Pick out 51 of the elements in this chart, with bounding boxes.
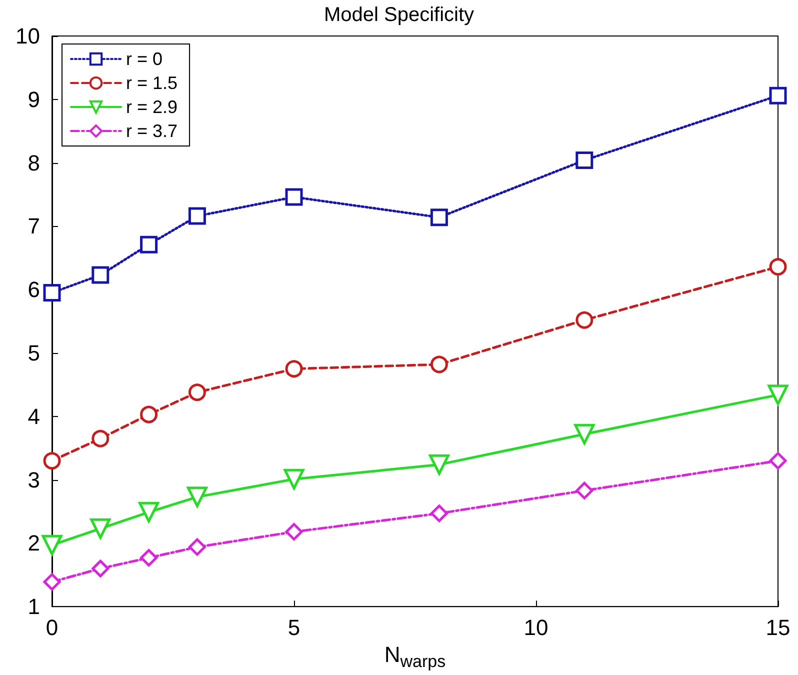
point <box>430 504 448 522</box>
point <box>576 482 594 500</box>
legend-label: r = 0 <box>126 49 163 69</box>
point <box>430 356 448 374</box>
point <box>576 152 594 170</box>
point <box>92 266 110 284</box>
point <box>769 86 787 104</box>
point <box>92 560 110 578</box>
chart-title: Model Specificity <box>324 4 474 26</box>
point <box>768 384 788 406</box>
x-tick-label: 5 <box>288 615 300 640</box>
y-tick-label: 6 <box>28 277 40 302</box>
point <box>769 452 787 470</box>
point <box>285 188 303 206</box>
legend-label: r = 2.9 <box>126 97 178 117</box>
point <box>92 430 110 448</box>
point <box>285 523 303 541</box>
y-tick-label: 9 <box>28 86 40 112</box>
point <box>140 406 158 424</box>
point <box>428 454 450 475</box>
point <box>574 424 595 444</box>
point <box>140 236 158 254</box>
point <box>430 208 448 226</box>
point <box>188 207 206 225</box>
point <box>140 549 158 567</box>
point <box>42 534 62 556</box>
point <box>90 518 111 539</box>
point <box>43 452 61 470</box>
point <box>284 468 304 490</box>
y-tick-label: 7 <box>28 214 40 239</box>
point <box>769 258 787 276</box>
point <box>43 573 61 591</box>
point <box>186 486 208 508</box>
legend-label: r = 3.7 <box>126 121 178 141</box>
point <box>138 502 160 522</box>
point <box>285 360 303 378</box>
y-tick-label: 10 <box>16 24 40 48</box>
y-tick-label: 4 <box>28 404 40 429</box>
point <box>576 311 594 329</box>
y-tick-label: 3 <box>28 467 40 492</box>
y-tick-label: 2 <box>28 530 40 556</box>
x-tick-label: 10 <box>524 615 548 640</box>
legend-label: r = 1.5 <box>126 73 178 93</box>
point <box>43 284 61 302</box>
y-tick-label: 8 <box>28 150 40 176</box>
y-tick-label: 1 <box>28 594 40 620</box>
point <box>188 384 206 402</box>
y-tick-label: 5 <box>28 340 40 366</box>
x-tick-label: 15 <box>766 615 790 640</box>
point <box>188 538 206 556</box>
x-tick-label: 0 <box>46 615 58 640</box>
